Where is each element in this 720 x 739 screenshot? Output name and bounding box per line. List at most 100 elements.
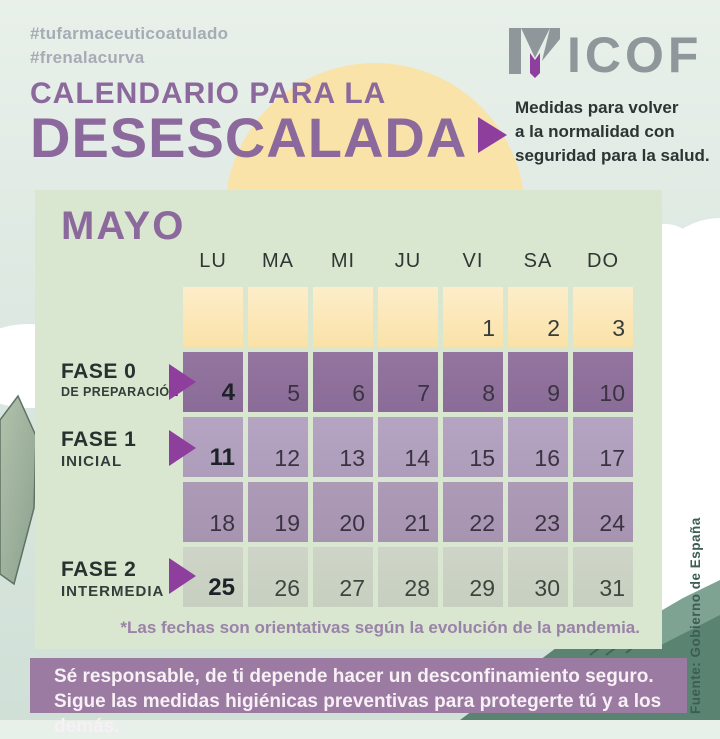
day-number: 15	[469, 445, 495, 471]
day-number: 2	[547, 315, 560, 341]
day-cell: 26	[248, 547, 308, 607]
day-cell: 5	[248, 352, 308, 412]
subtitle-line-1: Medidas para volver	[515, 98, 679, 117]
day-cell: 27	[313, 547, 373, 607]
day-number: 18	[209, 510, 235, 536]
phase-subtitle: INTERMEDIA	[61, 583, 165, 600]
hashtag-line-2: #frenalacurva	[30, 48, 145, 67]
calendar-panel: MAYO LU MA MI JU VI SA DO 1 2 3 4 5 6 7 …	[35, 190, 662, 649]
day-cell: 18	[183, 482, 243, 542]
day-number: 3	[612, 315, 625, 341]
weekday-label: DO	[587, 250, 619, 272]
month-title: MAYO	[61, 204, 186, 248]
footer-line-2: Sigue las medidas higiénicas preventivas…	[54, 691, 662, 737]
day-number: 26	[274, 575, 300, 601]
day-cell: 9	[508, 352, 568, 412]
phase-subtitle: INICIAL	[61, 453, 123, 470]
day-cell: 19	[248, 482, 308, 542]
day-number: 16	[534, 445, 560, 471]
source-credit: Fuente: Gobierno de España	[688, 517, 703, 714]
phase-title: FASE 1	[61, 428, 137, 451]
phase-label-fase-1: FASE 1 INICIAL	[61, 428, 136, 470]
day-cell: 15	[443, 417, 503, 477]
phase-arrow-icon	[169, 364, 196, 400]
day-cell: 13	[313, 417, 373, 477]
day-cell: 29	[443, 547, 503, 607]
day-number: 7	[417, 380, 430, 406]
weekday-label: VI	[462, 250, 484, 272]
day-number: 14	[404, 445, 430, 471]
day-number: 17	[599, 445, 625, 471]
day-number: 20	[339, 510, 365, 536]
day-number: 19	[274, 510, 300, 536]
phase-arrow-icon	[169, 558, 196, 594]
day-cell: 6	[313, 352, 373, 412]
day-cell: 12	[248, 417, 308, 477]
subtitle: Medidas para volver a la normalidad con …	[515, 96, 710, 168]
day-cell: 30	[508, 547, 568, 607]
micof-logo: ICOF	[509, 27, 702, 80]
day-number: 6	[352, 380, 365, 406]
weekday-label: SA	[523, 250, 553, 272]
day-cell: 3	[573, 287, 633, 347]
day-cell	[248, 287, 308, 347]
day-number: 30	[534, 575, 560, 601]
calendar-footnote: *Las fechas son orientativas según la ev…	[120, 618, 640, 637]
footer-line-1: Sé responsable, de ti depende hacer un d…	[54, 666, 654, 687]
footer-bar: Sé responsable, de ti depende hacer un d…	[30, 658, 687, 737]
day-cell: 28	[378, 547, 438, 607]
phase-title: FASE 2	[61, 558, 137, 581]
day-cell: 2	[508, 287, 568, 347]
day-cell: 8	[443, 352, 503, 412]
day-cell	[313, 287, 373, 347]
day-cell: 16	[508, 417, 568, 477]
day-cell: 21	[378, 482, 438, 542]
day-cell: 20	[313, 482, 373, 542]
phase-arrow-icon	[169, 430, 196, 466]
day-cell	[183, 287, 243, 347]
day-number: 22	[469, 510, 495, 536]
title-line-2: DESESCALADA	[30, 106, 468, 169]
page-title: CALENDARIO PARA LA DESESCALADA	[30, 78, 467, 166]
day-number: 28	[404, 575, 430, 601]
weekday-label: LU	[199, 250, 227, 272]
day-number: 1	[482, 315, 495, 341]
day-cell: 1	[443, 287, 503, 347]
day-number: 27	[339, 575, 365, 601]
day-number: 23	[534, 510, 560, 536]
day-cell: 24	[573, 482, 633, 542]
phase-label-fase-0: FASE 0 DE PREPARACIÓN	[61, 360, 179, 399]
weekday-label: JU	[394, 250, 422, 272]
day-number: 4	[221, 379, 235, 406]
subtitle-line-3: seguridad para la salud.	[515, 146, 710, 165]
day-number: 12	[274, 445, 300, 471]
hashtags: #tufarmaceuticoatulado #frenalacurva	[30, 22, 228, 70]
day-cell: 14	[378, 417, 438, 477]
day-cell: 23	[508, 482, 568, 542]
day-cell: 22	[443, 482, 503, 542]
day-number: 21	[404, 510, 430, 536]
day-number: 9	[547, 380, 560, 406]
day-cell: 31	[573, 547, 633, 607]
hill-decoration	[0, 394, 37, 586]
title-line-1: CALENDARIO PARA LA	[30, 77, 387, 110]
logo-text: ICOF	[567, 27, 702, 80]
title-arrow-icon	[478, 117, 507, 153]
day-number: 10	[599, 380, 625, 406]
hashtag-line-1: #tufarmaceuticoatulado	[30, 24, 229, 43]
day-number: 8	[482, 380, 495, 406]
day-cell: 10	[573, 352, 633, 412]
phase-title: FASE 0	[61, 360, 137, 383]
day-number: 29	[469, 575, 495, 601]
day-cell: 7	[378, 352, 438, 412]
day-number: 24	[599, 510, 625, 536]
phase-subtitle: DE PREPARACIÓN	[61, 385, 179, 399]
day-number: 5	[287, 380, 300, 406]
phase-label-fase-2: FASE 2 INTERMEDIA	[61, 558, 164, 600]
day-number: 13	[339, 445, 365, 471]
logo-m-icon	[509, 28, 560, 78]
weekday-label: MI	[330, 250, 356, 272]
day-number: 25	[208, 574, 235, 601]
day-cell	[378, 287, 438, 347]
day-number: 11	[209, 444, 235, 471]
